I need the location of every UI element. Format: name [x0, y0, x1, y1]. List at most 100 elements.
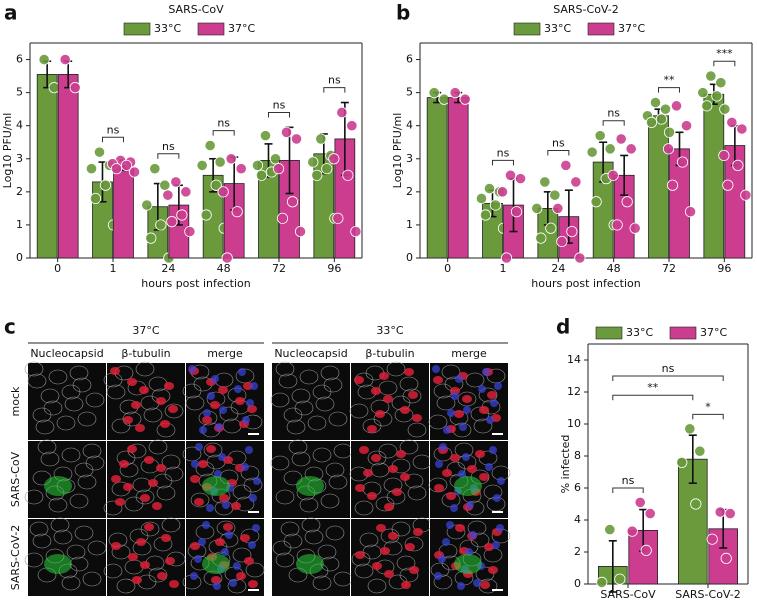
- cell-outline: [328, 411, 348, 427]
- legend-label: 33°C: [544, 22, 571, 35]
- cilia: [156, 464, 166, 472]
- column-label: merge: [207, 347, 243, 360]
- cell-outline: [43, 400, 63, 416]
- cell-outline: [40, 451, 60, 467]
- x-axis-label: hours post infection: [141, 277, 250, 290]
- legend-label: 33°C: [154, 22, 181, 35]
- cell-outline: [122, 411, 142, 427]
- cilia: [380, 547, 390, 555]
- cilia: [235, 397, 245, 405]
- sig-label: **: [664, 74, 676, 87]
- nucleus: [195, 443, 203, 451]
- cell-outline: [473, 418, 493, 434]
- cilia: [355, 484, 365, 492]
- data-point: [659, 103, 672, 115]
- cilia: [388, 532, 398, 540]
- cilia: [434, 484, 444, 492]
- cell-outline: [270, 392, 290, 408]
- cilia: [211, 576, 221, 584]
- cell-outline: [82, 443, 102, 459]
- y-tick-label: 0: [16, 251, 23, 264]
- column-label: Nucleocapsid: [274, 347, 347, 360]
- data-point: [670, 100, 683, 112]
- sig-bracket: [547, 150, 570, 156]
- cell-outline: [243, 477, 263, 493]
- y-tick-label: 8: [574, 449, 581, 462]
- cell-outline: [399, 376, 419, 392]
- data-point: [531, 202, 543, 214]
- data-point: [611, 219, 623, 231]
- cilia: [409, 566, 419, 574]
- cell-outline: [190, 492, 210, 508]
- nucleus: [442, 538, 450, 546]
- cell-outline: [312, 575, 332, 591]
- nucleus: [225, 531, 233, 539]
- cell-outline: [275, 552, 295, 568]
- cell-outline: [288, 439, 308, 455]
- cell-outline: [164, 403, 184, 419]
- nucleus: [478, 385, 486, 393]
- bar: [648, 115, 669, 259]
- cell-outline: [185, 395, 205, 411]
- y-axis-label: % infected: [559, 435, 572, 494]
- cell-outline: [135, 489, 155, 505]
- cilia: [379, 372, 389, 380]
- cilia: [115, 498, 125, 506]
- cell-outline: [77, 411, 97, 427]
- data-point: [676, 456, 688, 468]
- cell-outline: [77, 474, 97, 490]
- data-point: [204, 139, 216, 152]
- legend-label: 37°C: [618, 22, 645, 35]
- cilia: [160, 420, 170, 428]
- cilia: [136, 538, 146, 546]
- data-point: [504, 169, 517, 181]
- cell-outline: [328, 474, 348, 490]
- cilia: [462, 395, 472, 403]
- data-point: [276, 212, 289, 224]
- data-point: [724, 507, 736, 520]
- nucleus: [497, 477, 505, 485]
- infected-cell: [454, 554, 482, 574]
- nucleus: [194, 555, 202, 563]
- legend-swatch: [123, 22, 151, 36]
- y-tick-label: 10: [567, 417, 581, 430]
- x-tick-label: 24: [161, 262, 175, 275]
- nucleus: [207, 392, 215, 400]
- cilia: [144, 523, 154, 531]
- cilia: [236, 572, 246, 580]
- cell-outline: [116, 578, 136, 594]
- data-point: [736, 123, 748, 135]
- data-point: [644, 507, 656, 520]
- cilia: [218, 386, 228, 394]
- sig-bracket: [612, 394, 694, 401]
- y-axis-label: Log10 PFU/ml: [1, 113, 14, 189]
- x-tick-label: 96: [327, 262, 341, 275]
- cilia: [190, 475, 200, 483]
- cilia: [367, 492, 377, 500]
- data-point: [586, 146, 598, 158]
- cell-outline: [470, 532, 490, 548]
- cilia: [367, 425, 377, 433]
- cilia: [139, 386, 149, 394]
- sig-bracket: [101, 136, 125, 143]
- cell-outline: [24, 552, 44, 568]
- data-point: [549, 189, 561, 201]
- y-tick-label: 6: [16, 53, 23, 66]
- cilia: [355, 551, 365, 559]
- y-tick-label: 3: [16, 152, 23, 165]
- cell-outline: [87, 540, 107, 556]
- sig-label: ns: [328, 74, 341, 87]
- x-tick-label: SARS-CoV: [600, 588, 656, 601]
- x-tick-label: 1: [500, 262, 507, 275]
- nucleus: [229, 579, 237, 587]
- data-point: [210, 179, 222, 191]
- cilia: [157, 572, 167, 580]
- sig-bracket: [212, 130, 235, 136]
- cilia: [243, 382, 253, 390]
- sig-label: ns: [552, 137, 565, 150]
- x-tick-label: 48: [217, 262, 231, 275]
- data-point: [255, 169, 268, 181]
- cell-outline: [64, 396, 84, 412]
- data-point: [614, 573, 626, 585]
- data-point: [604, 143, 616, 155]
